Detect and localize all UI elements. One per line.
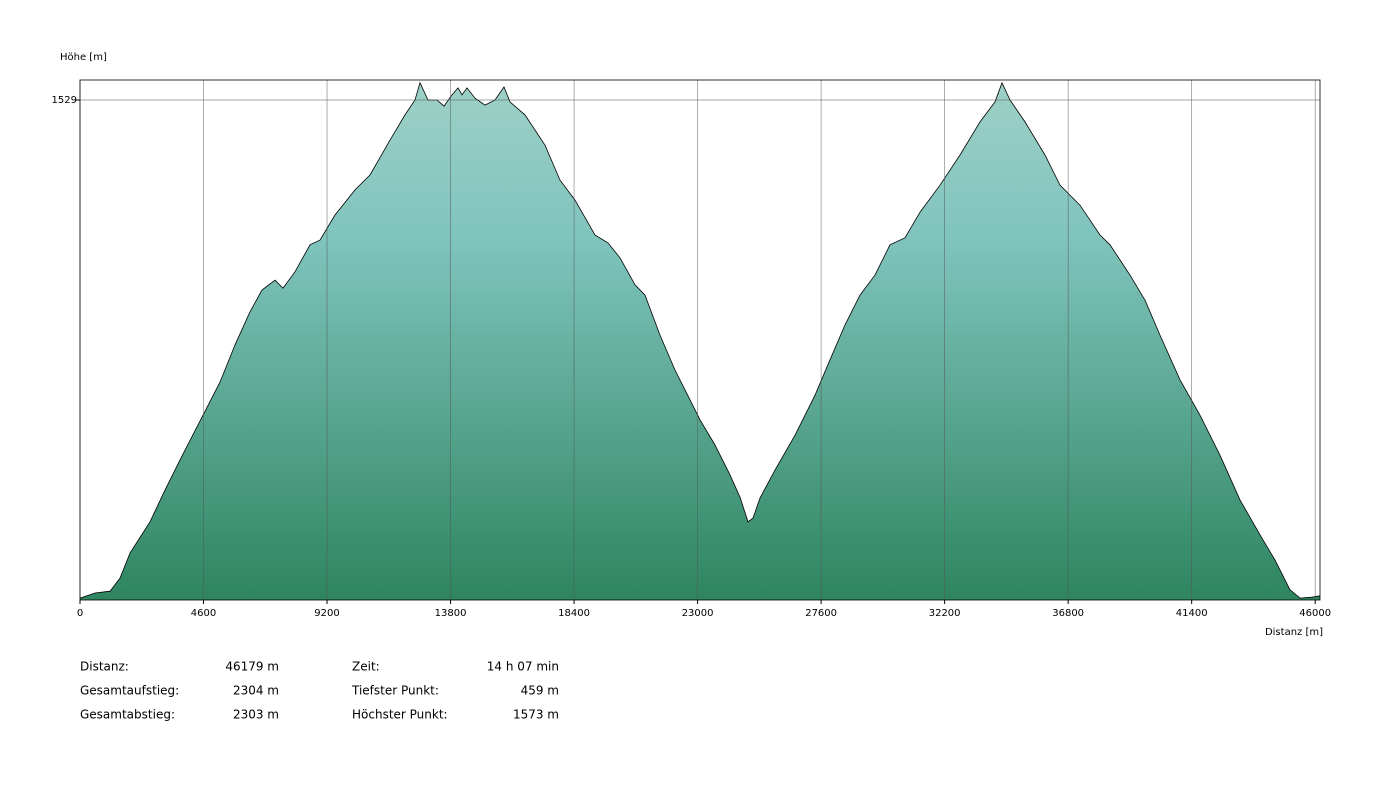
plot-frame xyxy=(79,79,1321,601)
stat-value: 2303 m xyxy=(233,708,279,722)
stat-label: Gesamtabstieg: xyxy=(80,708,175,722)
elevation-area xyxy=(80,82,1320,601)
x-axis-label: Distanz [m] xyxy=(1265,627,1323,638)
stat-value: 14 h 07 min xyxy=(487,660,559,674)
x-tick-label: 9200 xyxy=(314,608,339,619)
x-tick-label: 18400 xyxy=(558,608,590,619)
x-tick-label: 27600 xyxy=(805,608,837,619)
stat-value: 2304 m xyxy=(233,684,279,698)
x-tick-label: 41400 xyxy=(1176,608,1208,619)
stat-label: Tiefster Punkt: xyxy=(351,684,439,698)
stat-value: 1573 m xyxy=(513,708,559,722)
x-tick-label: 36800 xyxy=(1052,608,1084,619)
stat-label: Gesamtaufstieg: xyxy=(80,684,179,698)
x-tick-label: 32200 xyxy=(929,608,961,619)
y-axis-label: Höhe [m] xyxy=(60,52,107,63)
x-tick-label: 4600 xyxy=(191,608,216,619)
stat-value: 459 m xyxy=(521,684,559,698)
stat-label: Zeit: xyxy=(352,660,380,674)
x-tick-label: 0 xyxy=(77,608,83,619)
stat-label: Höchster Punkt: xyxy=(352,708,448,722)
elevation-line xyxy=(79,81,1321,599)
x-tick-label: 23000 xyxy=(682,608,714,619)
stat-label: Distanz: xyxy=(80,660,129,674)
x-tick-label: 46000 xyxy=(1299,608,1331,619)
stat-value: 46179 m xyxy=(225,660,279,674)
y-tick-label: 1529 xyxy=(52,95,77,106)
x-tick-label: 13800 xyxy=(435,608,467,619)
